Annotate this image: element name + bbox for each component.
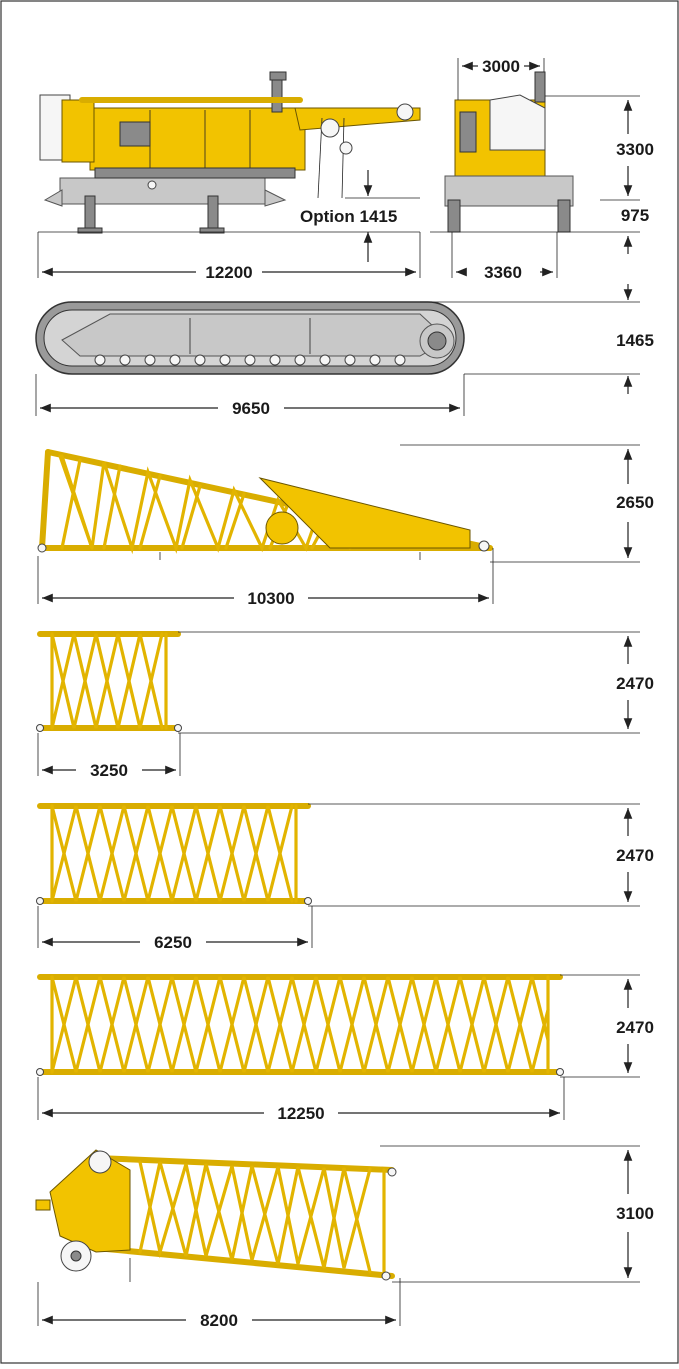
boom-head-length-label: 8200: [200, 1311, 238, 1330]
insert-3m-height-label: 2470: [616, 674, 654, 693]
insert-12m-length-label: 12250: [277, 1104, 324, 1123]
track-frame: [61, 313, 449, 357]
crawler-gauge-label: 3360: [484, 263, 522, 282]
insert-6m-length-label: 6250: [154, 933, 192, 952]
boom-head-assembly: [49, 1149, 131, 1253]
base-width-label: 3000: [482, 57, 520, 76]
option-label: Option 1415: [300, 207, 397, 226]
boom-head-lacing: [138, 1160, 372, 1269]
boom-foot-lacing: [58, 454, 352, 555]
track-rollers: [94, 354, 406, 366]
head-bottom-chord: [93, 1245, 395, 1279]
ground-clearance-label: 975: [621, 206, 649, 225]
boom-head-section: [35, 1149, 397, 1282]
insert-3m-length-label: 3250: [90, 761, 128, 780]
crawler-length-label: 9650: [232, 399, 270, 418]
crawler-track: [35, 301, 465, 375]
boom-foot-plate: [258, 477, 471, 549]
insert-6m-lacing: [50, 804, 294, 902]
boom-foot-height-label: 2650: [616, 493, 654, 512]
base-height-label: 3300: [616, 140, 654, 159]
base-machine-side-view: [38, 71, 421, 262]
boom-insert-3m: [36, 631, 182, 732]
exhaust-stack: [271, 77, 283, 113]
base-machine-front-view: [430, 71, 600, 233]
boom-head-height-label: 3100: [616, 1204, 654, 1223]
insert-12m-height-label: 2470: [616, 1018, 654, 1037]
front-carbody: [444, 175, 574, 207]
boom-insert-12m: [36, 974, 564, 1076]
boom-foot-length-label: 10300: [247, 589, 294, 608]
base-length-label: 12200: [205, 263, 252, 282]
insert-6m-height-label: 2470: [616, 846, 654, 865]
crawler-height-label: 1465: [616, 331, 654, 350]
boom-foot-section: [37, 449, 493, 560]
boom-insert-6m: [36, 803, 312, 905]
